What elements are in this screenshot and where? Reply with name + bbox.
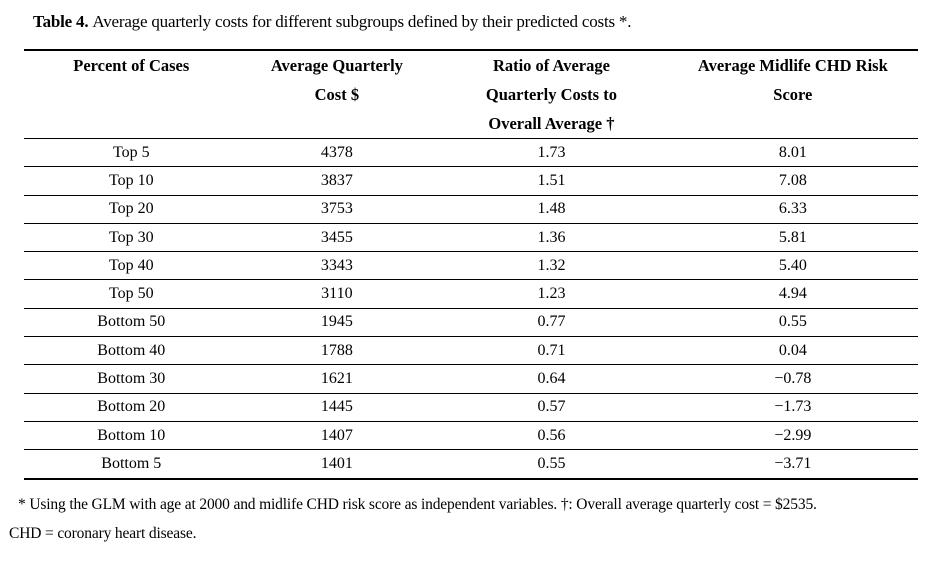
table-cell: Top 50: [24, 279, 239, 309]
table-cell: 6.33: [667, 195, 918, 224]
table-cell: 1.51: [435, 166, 668, 196]
column-header-line: Cost $: [314, 85, 360, 104]
table-cell: 0.64: [435, 364, 668, 394]
table-cell: 1.32: [435, 251, 668, 281]
table-cell: Bottom 40: [24, 336, 239, 366]
table-cell: 0.77: [435, 308, 668, 338]
table-cell: 0.04: [667, 336, 918, 366]
table-cell: 1.73: [435, 138, 668, 168]
column-header-line: Average Quarterly: [270, 56, 403, 75]
table-cell: 1788: [238, 336, 436, 366]
table-cell: 3455: [238, 223, 436, 253]
table-cell: 7.08: [667, 166, 918, 196]
column-header-average-midlife-chd-risk-score: Average Midlife CHD Risk Score: [667, 50, 918, 139]
column-header-line: Ratio of Average: [492, 56, 610, 75]
table-caption-text: Average quarterly costs for different su…: [92, 12, 632, 31]
table-cell: Top 5: [24, 138, 239, 168]
table-row: Bottom 20 1445 0.57 −1.73: [24, 393, 918, 422]
costs-table: Percent of Cases Average Quarterly Cost $ R…: [24, 49, 918, 480]
table-header: Percent of Cases Average Quarterly Cost $ R…: [24, 50, 918, 139]
paper-table-page: Table 4. Average quarterly costs for diff…: [0, 12, 942, 548]
table-cell: 4378: [238, 138, 436, 168]
table-cell: −1.73: [667, 393, 918, 422]
table-row: Top 5 4378 1.73 8.01: [24, 138, 918, 168]
table-cell: Top 10: [24, 166, 239, 196]
table-cell: 1.36: [435, 223, 668, 253]
column-header-line: Quarterly Costs to: [485, 85, 617, 104]
column-header-ratio-to-overall-average: Ratio of Average Quarterly Costs to Overal…: [435, 50, 668, 139]
table-cell: 1445: [238, 393, 436, 422]
table-cell: 1945: [238, 308, 436, 338]
table-cell: 0.71: [435, 336, 668, 366]
table-cell: 4.94: [667, 279, 918, 309]
table-cell: 3753: [238, 195, 436, 224]
table-cell: 8.01: [667, 138, 918, 168]
column-header-line: Percent of Cases: [73, 56, 190, 75]
table-footnote: * Using the GLM with age at 2000 and mid…: [9, 490, 924, 548]
table-cell: 3110: [238, 279, 436, 309]
table-caption-label: Table 4.: [33, 12, 89, 31]
table-cell: Bottom 30: [24, 364, 239, 394]
table-cell: Bottom 10: [24, 421, 239, 451]
table-cell: −0.78: [667, 364, 918, 394]
table-cell: 3837: [238, 166, 436, 196]
column-header-percent-of-cases: Percent of Cases: [24, 50, 239, 139]
table-cell: 0.57: [435, 393, 668, 422]
table-cell: 1401: [238, 449, 436, 480]
table-header-row: Percent of Cases Average Quarterly Cost $ R…: [24, 50, 918, 139]
table-row: Bottom 10 1407 0.56 −2.99: [24, 421, 918, 451]
table-cell: 5.81: [667, 223, 918, 253]
table-cell: Bottom 50: [24, 308, 239, 338]
table-row: Bottom 40 1788 0.71 0.04: [24, 336, 918, 366]
column-header-average-quarterly-cost: Average Quarterly Cost $: [238, 50, 436, 139]
table-cell: Top 40: [24, 251, 239, 281]
footnote-line-1: * Using the GLM with age at 2000 and mid…: [18, 495, 817, 513]
table-row: Top 10 3837 1.51 7.08: [24, 166, 918, 196]
column-header-line: Score: [773, 85, 813, 104]
table-cell: 1.23: [435, 279, 668, 309]
table-row: Top 40 3343 1.32 5.40: [24, 251, 918, 281]
table-body: Top 5 4378 1.73 8.01 Top 10 3837 1.51 7.08 Top 2…: [24, 138, 918, 480]
table-cell: 0.56: [435, 421, 668, 451]
table-cell: 0.55: [435, 449, 668, 480]
table-cell: 1621: [238, 364, 436, 394]
table-cell: −2.99: [667, 421, 918, 451]
table-row: Bottom 5 1401 0.55 −3.71: [24, 449, 918, 480]
table-cell: Top 30: [24, 223, 239, 253]
table-cell: 3343: [238, 251, 436, 281]
table-row: Bottom 50 1945 0.77 0.55: [24, 308, 918, 338]
table-cell: Bottom 5: [24, 449, 239, 480]
table-cell: Bottom 20: [24, 393, 239, 422]
table-row: Top 20 3753 1.48 6.33: [24, 195, 918, 224]
table-cell: 1407: [238, 421, 436, 451]
table-cell: Top 20: [24, 195, 239, 224]
column-header-line: Overall Average †: [488, 114, 615, 133]
table-cell: −3.71: [667, 449, 918, 480]
table-row: Top 30 3455 1.36 5.81: [24, 223, 918, 253]
table-cell: 5.40: [667, 251, 918, 281]
table-caption: Table 4. Average quarterly costs for diff…: [33, 12, 922, 32]
table-cell: 1.48: [435, 195, 668, 224]
column-header-line: Average Midlife CHD Risk: [697, 56, 888, 75]
table-row: Bottom 30 1621 0.64 −0.78: [24, 364, 918, 394]
table-cell: 0.55: [667, 308, 918, 338]
footnote-line-2: CHD = coronary heart disease.: [9, 524, 197, 542]
table-row: Top 50 3110 1.23 4.94: [24, 279, 918, 309]
